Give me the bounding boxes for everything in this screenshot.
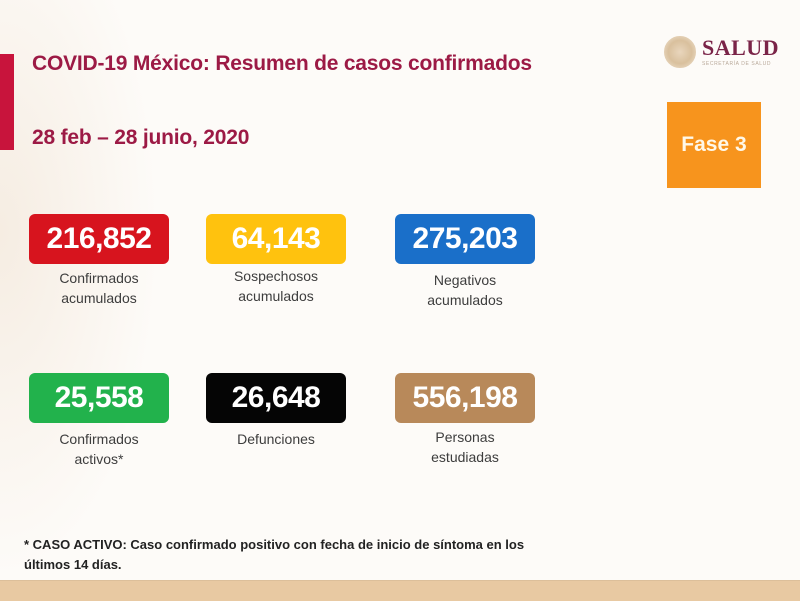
date-range: 28 feb – 28 junio, 2020 <box>32 126 250 149</box>
bottom-band <box>0 580 800 601</box>
stat-label: Personas estudiadas <box>431 429 499 465</box>
phase-badge: Fase 3 <box>667 102 761 188</box>
stat-value-box: 216,852 <box>29 214 169 264</box>
stat-confirmados-activos: 25,558 Confirmados activos* <box>29 373 169 469</box>
stat-label: Sospechosos acumulados <box>233 268 319 304</box>
stat-value-box: 275,203 <box>395 214 535 264</box>
stat-label: Confirmados activos* <box>59 431 139 467</box>
stat-value-box: 64,143 <box>206 214 346 264</box>
stat-negativos-acumulados: 275,203 Negativos acumulados <box>395 214 535 310</box>
stat-value-box: 556,198 <box>395 373 535 423</box>
footnote: * CASO ACTIVO: Caso confirmado positivo … <box>24 537 525 572</box>
salud-logo: SALUD SECRETARÍA DE SALUD <box>664 36 779 68</box>
logo-subtitle: SECRETARÍA DE SALUD <box>702 61 772 67</box>
stat-value-box: 25,558 <box>29 373 169 423</box>
national-seal-icon <box>664 36 696 68</box>
stat-label: Confirmados acumulados <box>59 270 139 306</box>
stat-label: Defunciones <box>237 431 315 447</box>
stat-defunciones: 26,648 Defunciones <box>206 373 346 449</box>
page-title: COVID-19 México: Resumen de casos confir… <box>32 52 532 75</box>
stat-confirmados-acumulados: 216,852 Confirmados acumulados <box>29 214 169 308</box>
stat-personas-estudiadas: 556,198 Personas estudiadas <box>395 373 535 467</box>
stat-value-box: 26,648 <box>206 373 346 423</box>
stat-sospechosos-acumulados: 64,143 Sospechosos acumulados <box>206 214 346 306</box>
stat-label: Negativos acumulados <box>427 272 503 308</box>
accent-bar <box>0 54 14 150</box>
logo-name: SALUD <box>702 35 780 60</box>
